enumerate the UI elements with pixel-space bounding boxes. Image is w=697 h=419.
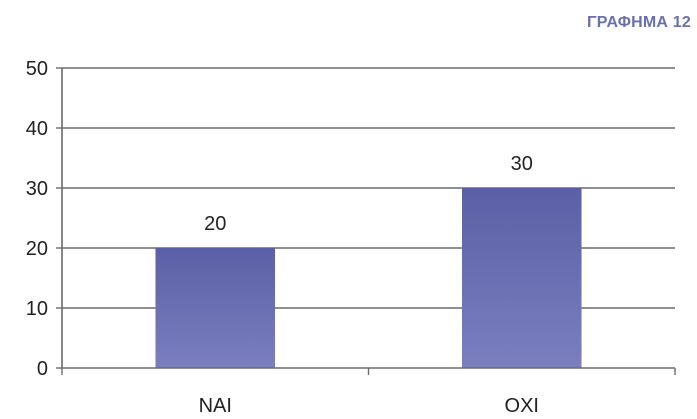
bar-2: [461, 188, 582, 368]
y-tick-label: 40: [26, 118, 48, 140]
bar-1: [155, 248, 276, 368]
x-category-label: ΟΧΙ: [505, 395, 539, 417]
chart-title: ΓΡΑΦΗΜΑ 12: [586, 14, 691, 31]
bars: [155, 188, 582, 368]
data-label: 30: [511, 153, 533, 175]
x-category-label: ΝΑΙ: [199, 395, 232, 417]
axes: [56, 67, 676, 375]
y-tick-label: 30: [26, 178, 48, 200]
gridlines: [62, 67, 675, 309]
y-tick-label: 20: [26, 238, 48, 260]
data-label: 20: [204, 213, 226, 235]
y-tick-label: 50: [26, 58, 48, 80]
y-tick-label: 10: [26, 298, 48, 320]
labels: 0 10 20 30 40 50 20 ΝΑΙ 30 ΟΧΙ: [26, 58, 539, 417]
y-tick-label: 0: [37, 358, 48, 380]
